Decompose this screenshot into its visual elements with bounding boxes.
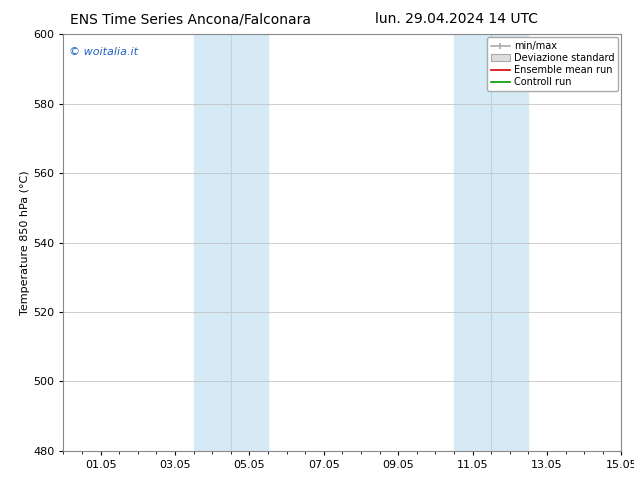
Bar: [193, 34, 268, 451]
Text: ENS Time Series Ancona/Falconara: ENS Time Series Ancona/Falconara: [70, 12, 311, 26]
Text: © woitalia.it: © woitalia.it: [69, 47, 138, 57]
Bar: [454, 34, 528, 451]
Y-axis label: Temperature 850 hPa (°C): Temperature 850 hPa (°C): [20, 170, 30, 315]
Text: lun. 29.04.2024 14 UTC: lun. 29.04.2024 14 UTC: [375, 12, 538, 26]
Legend: min/max, Deviazione standard, Ensemble mean run, Controll run: min/max, Deviazione standard, Ensemble m…: [487, 37, 618, 91]
